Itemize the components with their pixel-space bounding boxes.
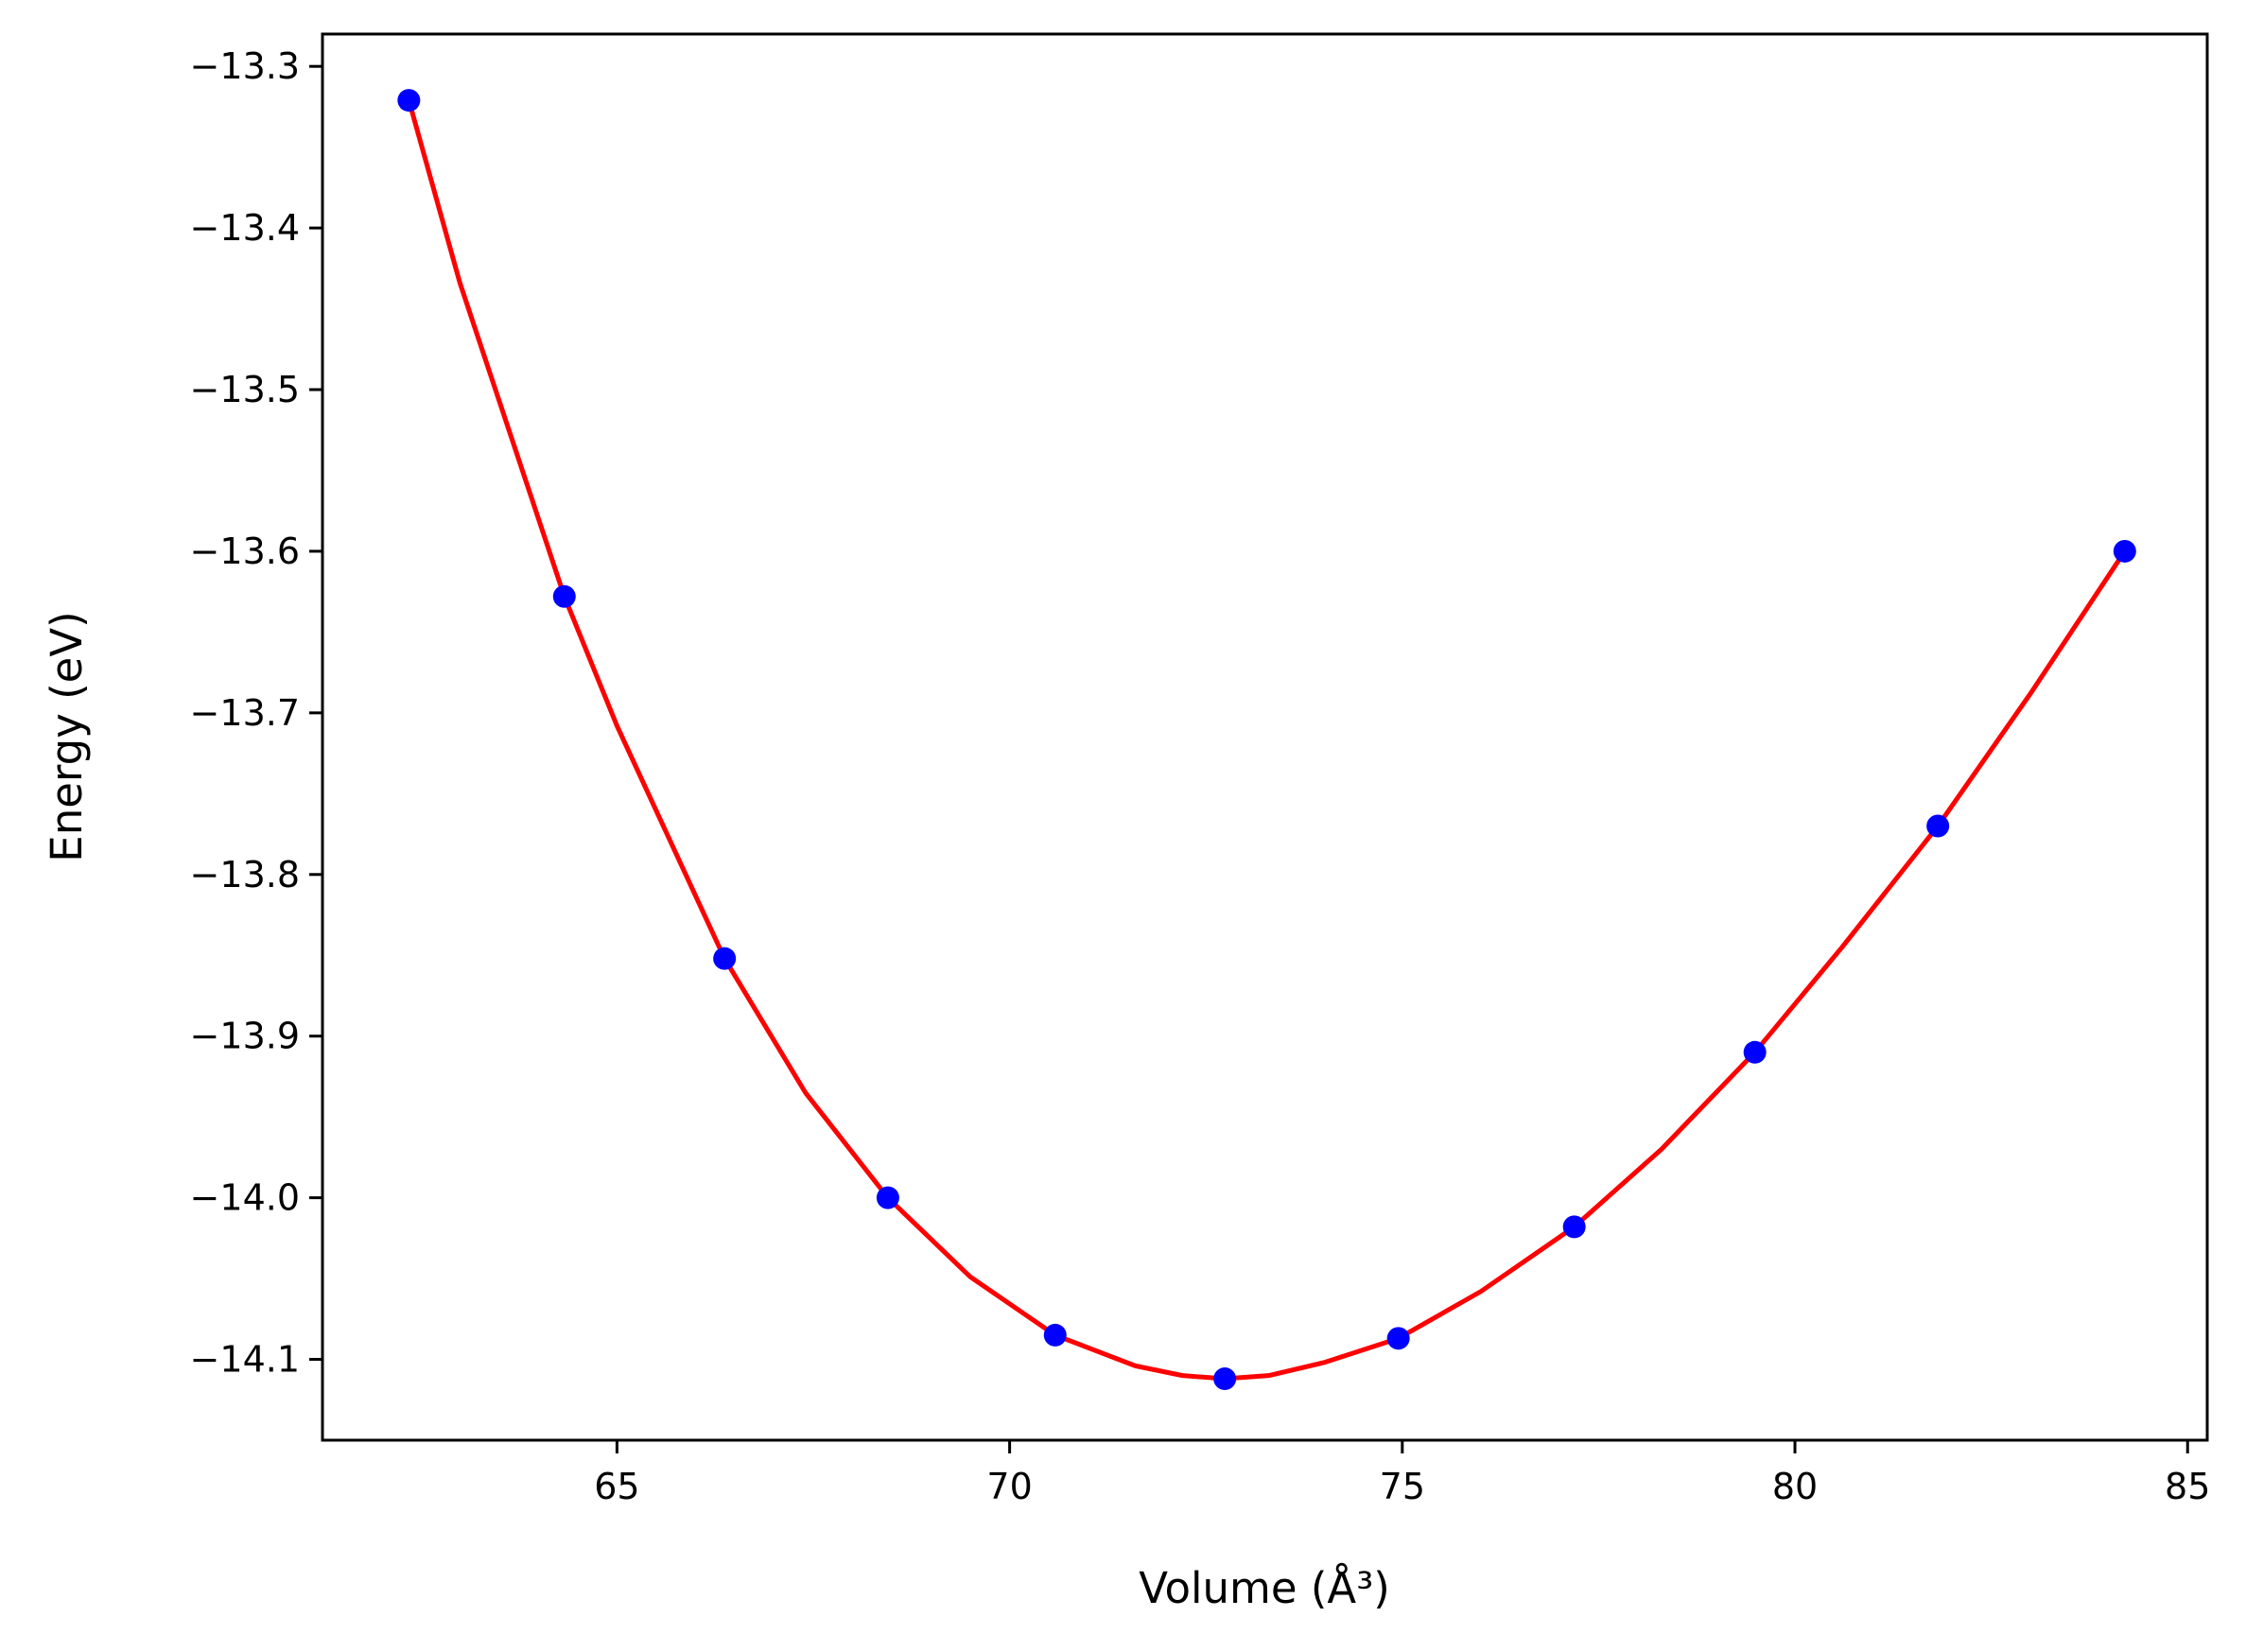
plot-frame — [321, 32, 2209, 1442]
y-axis: −13.3 −13.4 −13.5 −13.6 −13.7 −13.8 −13.9 −14.0… — [190, 45, 322, 1381]
x-tick-label: 70 — [986, 1466, 1032, 1507]
data-point-5 — [1043, 1323, 1067, 1347]
y-tick-label: −13.6 — [190, 530, 300, 572]
data-point-6 — [1213, 1367, 1237, 1391]
data-point-4 — [876, 1186, 899, 1209]
y-tick-label: −13.7 — [190, 692, 300, 734]
x-tick-label: 75 — [1380, 1466, 1425, 1507]
y-tick-label: −13.5 — [190, 369, 300, 410]
data-point-2 — [552, 584, 576, 608]
y-tick-label: −13.4 — [190, 207, 300, 249]
x-tick-label: 85 — [2165, 1466, 2210, 1507]
y-tick-label: −13.9 — [190, 1016, 300, 1057]
y-tick-label: −14.0 — [190, 1177, 300, 1219]
y-tick-label: −13.8 — [190, 854, 300, 896]
data-point-3 — [713, 947, 737, 970]
x-tick-label: 65 — [594, 1466, 639, 1507]
data-point-1 — [397, 89, 421, 113]
data-point-8 — [1562, 1215, 1586, 1239]
data-point-10 — [1926, 814, 1950, 838]
y-axis-label: Energy (eV) — [42, 611, 92, 861]
plot-area — [397, 89, 2136, 1391]
data-point-9 — [1743, 1040, 1767, 1064]
data-point-11 — [2113, 539, 2136, 563]
data-point-7 — [1386, 1327, 1410, 1350]
y-tick-label: −13.3 — [190, 45, 300, 87]
x-axis-label: Volume (Å³) — [1139, 1563, 1390, 1613]
x-tick-label: 80 — [1772, 1466, 1818, 1507]
x-axis: 65 70 75 80 85 — [594, 1440, 2210, 1507]
y-tick-label: −14.1 — [190, 1339, 300, 1381]
